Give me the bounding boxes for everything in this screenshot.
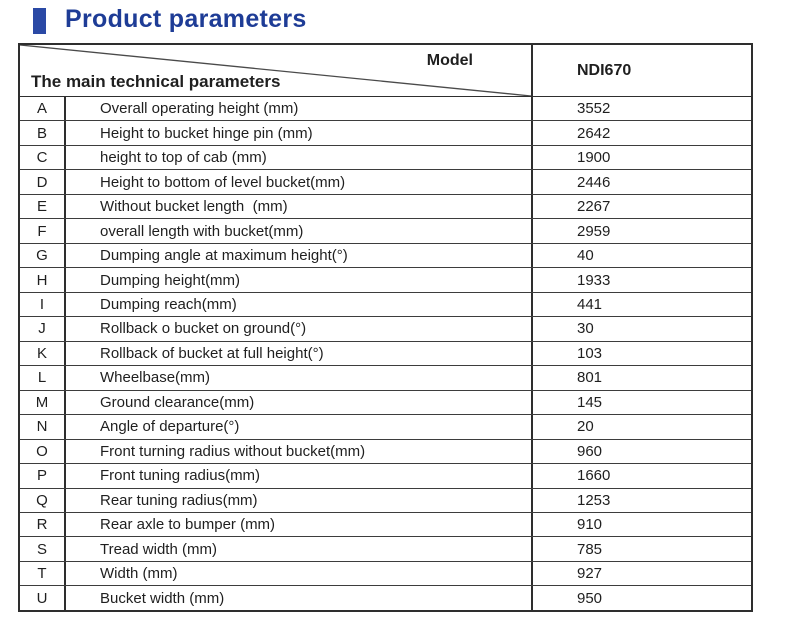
title-accent-bar [33, 7, 46, 34]
table-row: D Height to bottom of level bucket(mm) 2… [20, 170, 751, 195]
row-parameter-value: 910 [577, 516, 603, 534]
table-row: U Bucket width (mm) 950 [20, 586, 751, 610]
table-row: N Angle of departure(°) 20 [20, 415, 751, 440]
row-letter: D [20, 170, 66, 194]
spec-table: Model The main technical parameters NDI6… [18, 43, 753, 612]
row-letter: M [20, 390, 66, 415]
row-parameter-label: Dumping reach(mm) [66, 292, 533, 317]
row-letter: K [20, 341, 66, 366]
row-parameter-value: 145 [577, 393, 603, 411]
table-row: G Dumping angle at maximum height(°) 40 [20, 243, 751, 269]
row-letter: A [20, 97, 66, 121]
row-parameter-value: 785 [577, 540, 603, 558]
table-row: O Front turning radius without bucket(mm… [20, 439, 751, 465]
table-row: P Front tuning radius(mm) 1660 [20, 464, 751, 489]
row-parameter-label: Bucket width (mm) [66, 586, 533, 610]
table-row: I Dumping reach(mm) 441 [20, 292, 751, 318]
table-row: K Rollback of bucket at full height(°) 1… [20, 341, 751, 367]
row-parameter-value: 1253 [577, 491, 611, 509]
row-parameter-label: Dumping height(mm) [66, 268, 533, 292]
row-letter: L [20, 366, 66, 390]
row-parameter-value: 2267 [577, 198, 611, 216]
row-parameter-label: Rear tuning radius(mm) [66, 488, 533, 512]
row-parameter-label: overall length with bucket(mm) [66, 219, 533, 243]
row-parameter-label: Height to bottom of level bucket(mm) [66, 170, 533, 194]
row-parameter-value: 1933 [577, 271, 611, 289]
row-parameter-value: 20 [577, 418, 594, 436]
row-parameter-value: 40 [577, 247, 594, 265]
row-letter: B [20, 121, 66, 145]
row-letter: C [20, 145, 66, 170]
row-parameter-value: 960 [577, 442, 603, 460]
row-letter: T [20, 561, 66, 586]
row-parameter-value: 2959 [577, 222, 611, 240]
table-body: A Overall operating height (mm) 3552 B H… [20, 97, 751, 610]
row-parameter-label: Height to bucket hinge pin (mm) [66, 121, 533, 145]
row-letter: S [20, 537, 66, 561]
row-parameter-value: 441 [577, 295, 603, 313]
row-parameter-value: 1660 [577, 467, 611, 485]
table-row: S Tread width (mm) 785 [20, 537, 751, 562]
row-letter: I [20, 292, 66, 317]
row-letter: Q [20, 488, 66, 512]
table-row: H Dumping height(mm) 1933 [20, 268, 751, 293]
header-model-label: Model [426, 52, 473, 69]
row-parameter-value: 927 [577, 565, 603, 583]
row-letter: F [20, 219, 66, 243]
row-parameter-label: Width (mm) [66, 561, 533, 586]
header-params-label: The main technical parameters [31, 72, 281, 91]
row-parameter-value: 3552 [577, 100, 611, 118]
row-parameter-value: 1900 [577, 149, 611, 167]
table-header-row: Model The main technical parameters NDI6… [20, 45, 751, 97]
row-letter: U [20, 586, 66, 610]
row-letter: R [20, 512, 66, 537]
row-parameter-value: 30 [577, 320, 594, 338]
row-parameter-label: Angle of departure(°) [66, 415, 533, 439]
table-row: L Wheelbase(mm) 801 [20, 366, 751, 391]
table-row: J Rollback o bucket on ground(°) 30 [20, 317, 751, 342]
row-parameter-label: Rollback o bucket on ground(°) [66, 317, 533, 341]
row-parameter-value: 103 [577, 344, 603, 362]
row-parameter-label: Rear axle to bumper (mm) [66, 512, 533, 537]
row-parameter-label: Without bucket length (mm) [66, 194, 533, 219]
row-letter: E [20, 194, 66, 219]
table-row: E Without bucket length (mm) 2267 [20, 194, 751, 220]
section-title: Product parameters [33, 5, 307, 34]
row-letter: O [20, 439, 66, 464]
row-parameter-label: Front tuning radius(mm) [66, 464, 533, 488]
row-letter: G [20, 243, 66, 268]
row-parameter-value: 801 [577, 369, 603, 387]
row-parameter-label: Front turning radius without bucket(mm) [66, 439, 533, 464]
header-model-value: NDI670 [577, 61, 632, 79]
table-row: A Overall operating height (mm) 3552 [20, 97, 751, 122]
table-row: C height to top of cab (mm) 1900 [20, 145, 751, 171]
row-parameter-label: Ground clearance(mm) [66, 390, 533, 415]
table-row: Q Rear tuning radius(mm) 1253 [20, 488, 751, 513]
table-row: R Rear axle to bumper (mm) 910 [20, 512, 751, 538]
header-diagonal-cell: Model The main technical parameters [20, 45, 533, 96]
row-parameter-label: Wheelbase(mm) [66, 366, 533, 390]
row-parameter-label: Rollback of bucket at full height(°) [66, 341, 533, 366]
row-parameter-value: 2642 [577, 124, 611, 142]
row-parameter-value: 2446 [577, 173, 611, 191]
row-parameter-label: Overall operating height (mm) [66, 97, 533, 121]
row-letter: P [20, 464, 66, 488]
row-letter: N [20, 415, 66, 439]
diagonal-divider-line [20, 45, 531, 96]
row-parameter-label: Tread width (mm) [66, 537, 533, 561]
row-letter: H [20, 268, 66, 292]
table-row: M Ground clearance(mm) 145 [20, 390, 751, 416]
table-row: B Height to bucket hinge pin (mm) 2642 [20, 121, 751, 146]
table-row: T Width (mm) 927 [20, 561, 751, 587]
row-parameter-label: height to top of cab (mm) [66, 145, 533, 170]
table-row: F overall length with bucket(mm) 2959 [20, 219, 751, 244]
page-title: Product parameters [65, 5, 307, 33]
row-parameter-value: 950 [577, 589, 603, 607]
row-parameter-label: Dumping angle at maximum height(°) [66, 243, 533, 268]
row-letter: J [20, 317, 66, 341]
